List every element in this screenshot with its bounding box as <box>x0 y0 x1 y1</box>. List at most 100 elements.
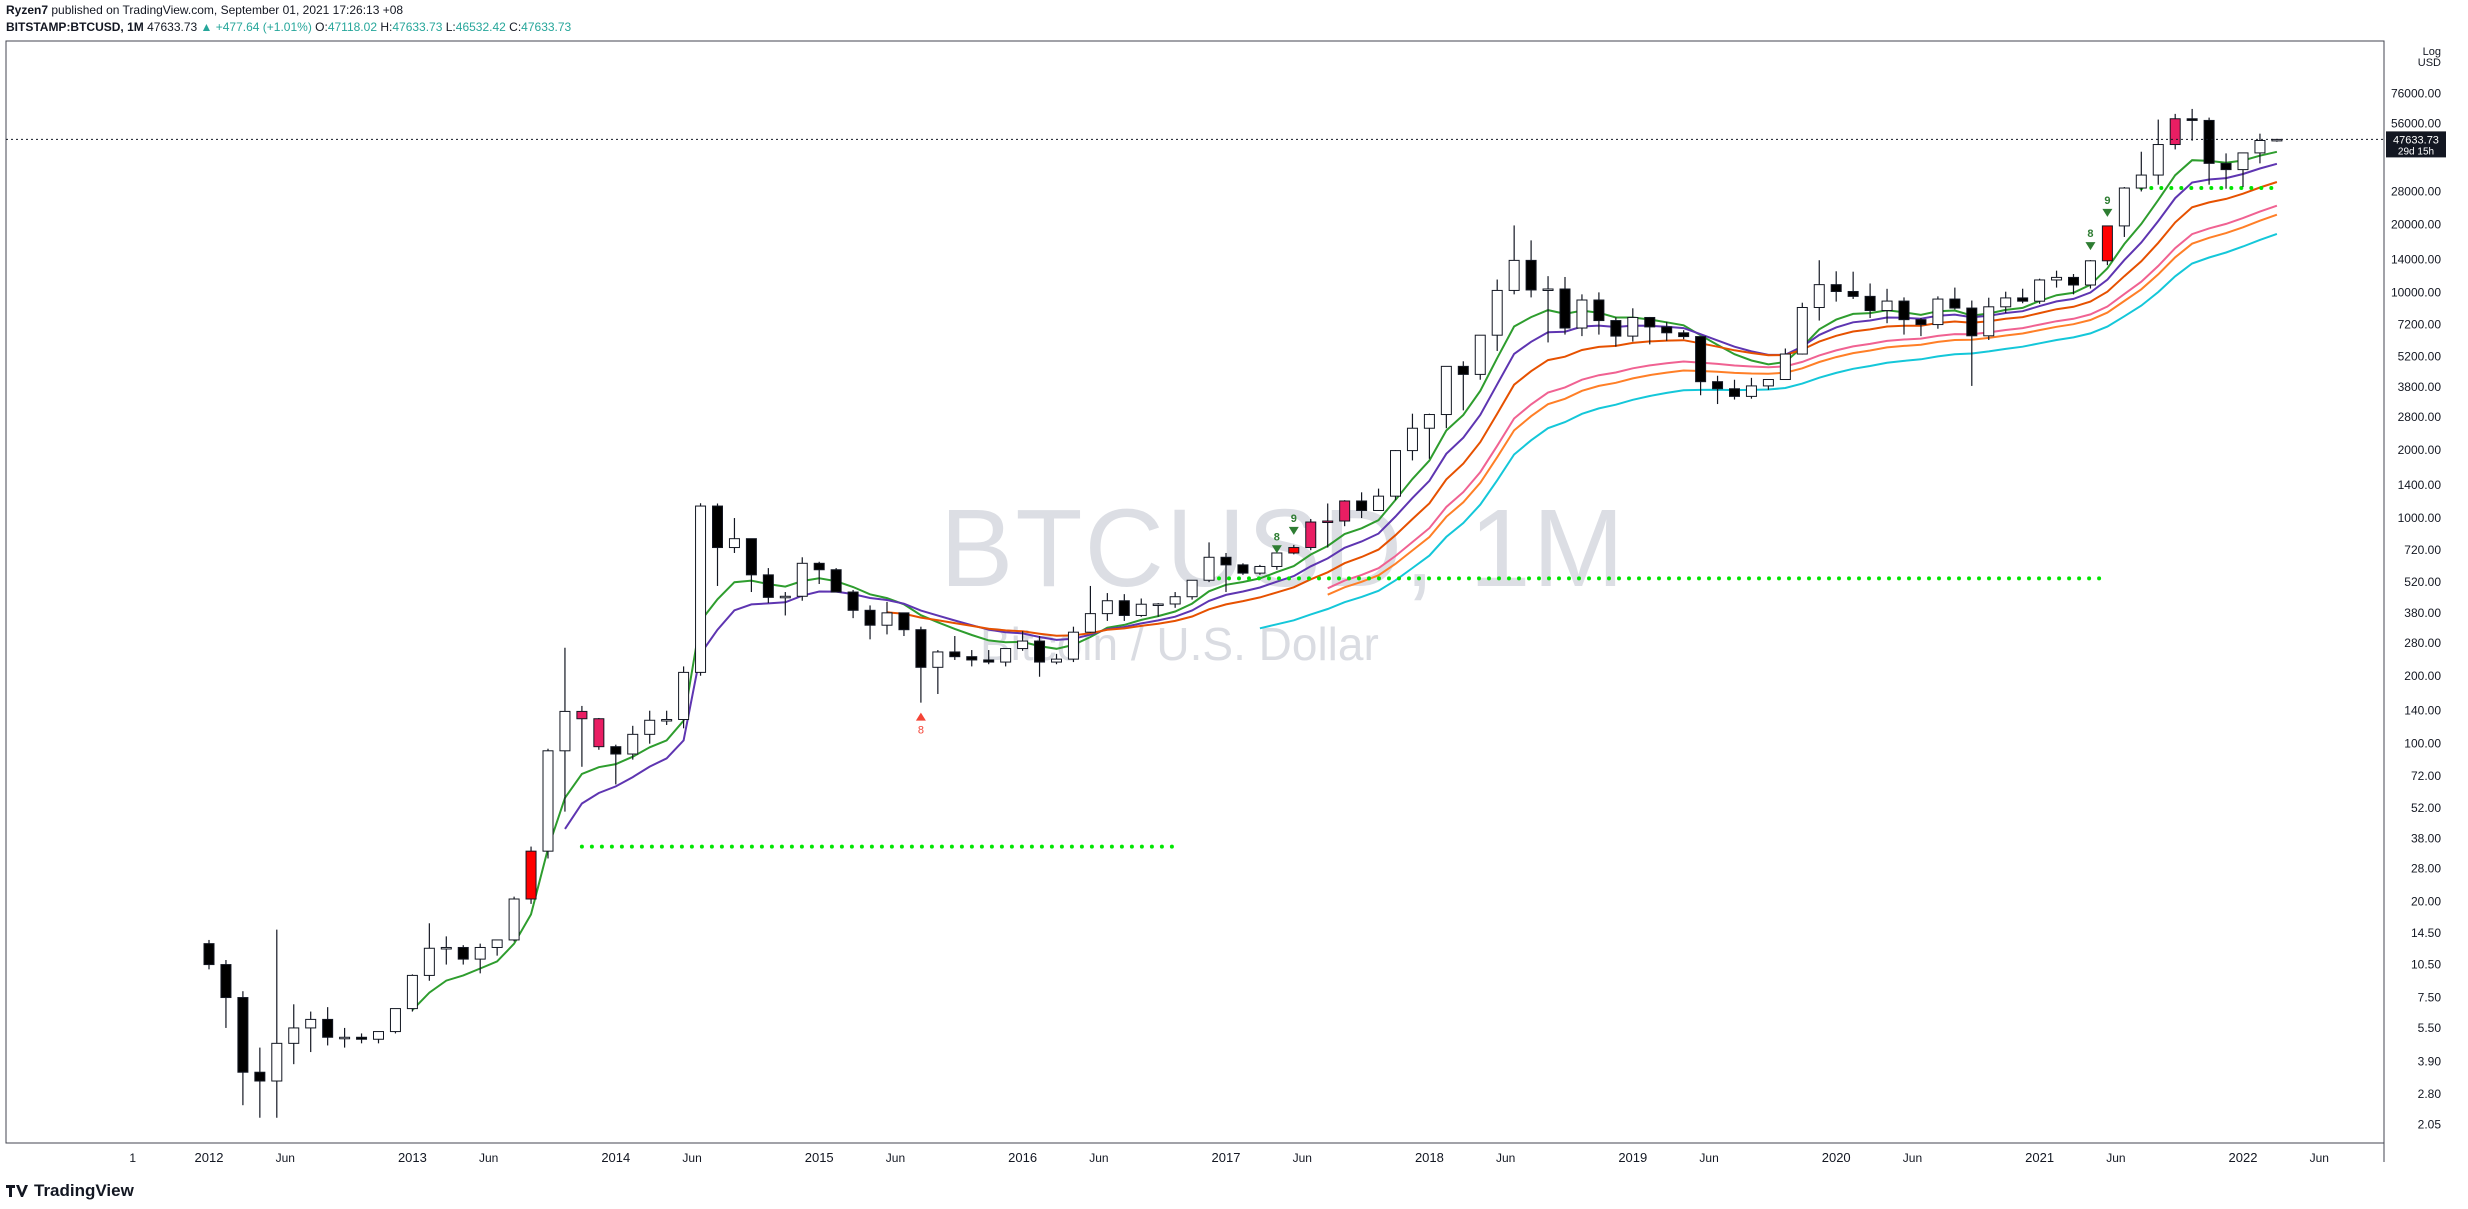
support-dot <box>2067 576 2072 581</box>
support-dot <box>1417 576 1421 581</box>
tradingview-logo[interactable]: TradingView <box>6 1181 134 1201</box>
candle <box>1610 317 1622 347</box>
td-count-label: 8 <box>918 725 924 737</box>
support-dot <box>1237 576 1241 581</box>
candle <box>288 1004 300 1065</box>
support-dot <box>1987 576 1991 581</box>
candle-body <box>339 1036 351 1040</box>
candle <box>237 991 249 1106</box>
open-label: O: <box>315 20 328 34</box>
support-dot <box>979 844 984 849</box>
candle <box>1067 626 1079 663</box>
candle-body <box>1474 334 1486 375</box>
candle <box>644 710 656 744</box>
support-dot <box>619 844 624 849</box>
price-tick-label: 5.50 <box>2418 1021 2442 1035</box>
support-dot <box>2027 576 2031 581</box>
support-dot <box>1079 844 1084 849</box>
candle-body <box>745 538 757 576</box>
candle-body <box>2101 225 2113 262</box>
candle-body <box>1390 450 1401 497</box>
candle-body <box>949 651 961 658</box>
candle-body <box>525 850 537 900</box>
support-dot <box>2007 576 2011 581</box>
support-dot <box>1059 844 1064 849</box>
time-tick-label: Jun <box>1496 1151 1515 1165</box>
candle <box>661 710 673 726</box>
candle <box>881 601 893 635</box>
candle <box>1322 503 1334 548</box>
support-dot-lines <box>579 186 2274 849</box>
support-dot <box>1557 576 1561 581</box>
candle <box>1729 379 1740 400</box>
candle-body <box>1339 500 1351 522</box>
candle-body <box>508 898 520 941</box>
support-dot <box>2189 186 2194 190</box>
candle-body <box>898 612 910 631</box>
candle-body <box>1898 300 1910 321</box>
candle-body <box>2203 119 2215 164</box>
candle <box>1712 375 1724 405</box>
candle-body <box>2237 152 2249 171</box>
support-dot <box>769 844 774 849</box>
support-dot <box>1517 576 1521 581</box>
close-label: C: <box>509 20 522 34</box>
support-dot <box>729 844 734 849</box>
candle-body <box>1169 596 1181 605</box>
publish-info: Ryzen7 published on TradingView.com, Sep… <box>6 3 403 17</box>
candle-body <box>576 710 588 720</box>
candle <box>1864 283 1876 318</box>
candle <box>1847 271 1859 299</box>
support-dot <box>1867 576 1871 581</box>
candle-body <box>1559 288 1571 329</box>
support-dot <box>1927 576 1931 581</box>
candle-body <box>2000 297 2012 308</box>
support-dot <box>1647 576 1651 581</box>
price-tick-label: 72.00 <box>2411 769 2441 783</box>
candle-body <box>474 946 486 960</box>
td-count-label: 8 <box>1274 531 1280 543</box>
last-price-tag <box>2386 131 2446 158</box>
candle <box>1186 579 1198 600</box>
publisher-name[interactable]: Ryzen7 <box>6 3 49 17</box>
candle <box>1406 413 1418 461</box>
time-tick-label: Jun <box>276 1151 295 1165</box>
support-dot <box>2239 186 2244 190</box>
candle <box>1339 500 1351 527</box>
support-dot <box>1757 576 1761 581</box>
support-dot <box>949 844 954 849</box>
symbol-label[interactable]: BITSTAMP:BTCUSD, 1M <box>6 20 144 34</box>
price-tick-label: 1000.00 <box>2398 511 2442 525</box>
support-dot <box>829 844 834 849</box>
candle <box>2118 187 2130 237</box>
price-tick-label: 2800.00 <box>2398 410 2442 424</box>
candle-body <box>881 612 893 626</box>
time-tick-label: 2013 <box>398 1150 427 1165</box>
candle-body <box>2034 279 2046 302</box>
td-down-arrow <box>1271 545 1282 554</box>
candle <box>2220 153 2232 189</box>
support-dot <box>1297 576 1301 581</box>
support-dot <box>1119 844 1124 849</box>
candle-body <box>406 974 418 1010</box>
candle <box>1271 552 1283 570</box>
price-tick-label: 5200.00 <box>2398 349 2442 363</box>
candle-body <box>491 939 503 948</box>
candle <box>1796 302 1808 355</box>
candle <box>356 1033 368 1044</box>
candle-body <box>1729 388 1740 397</box>
candle <box>1593 292 1605 335</box>
candle-body <box>661 718 673 722</box>
support-dot <box>1917 576 1921 581</box>
support-dot <box>1937 576 1941 581</box>
candle <box>1288 544 1300 555</box>
time-tick-label: 2015 <box>805 1150 834 1165</box>
candle <box>373 1031 384 1044</box>
price-tick-label: 2000.00 <box>2398 443 2442 457</box>
candle <box>1491 279 1503 351</box>
support-dot <box>969 844 974 849</box>
candle-body <box>1508 259 1520 291</box>
support-dot <box>2097 576 2102 581</box>
candle-body <box>254 1071 266 1082</box>
